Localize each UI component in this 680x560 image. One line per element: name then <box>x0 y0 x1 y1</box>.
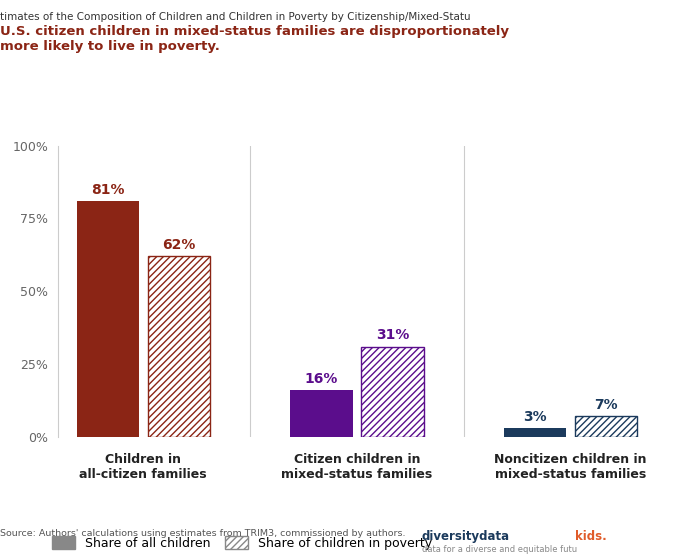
Text: 31%: 31% <box>376 328 409 342</box>
Text: 81%: 81% <box>91 183 124 197</box>
Text: 7%: 7% <box>594 398 618 412</box>
Text: data for a diverse and equitable futu: data for a diverse and equitable futu <box>422 545 577 554</box>
Text: U.S. citizen children in mixed-status families are disproportionately
more likel: U.S. citizen children in mixed-status fa… <box>0 25 509 53</box>
Bar <box>290 390 352 437</box>
Bar <box>76 201 139 437</box>
Text: timates of the Composition of Children and Children in Poverty by Citizenship/Mi: timates of the Composition of Children a… <box>0 12 471 22</box>
Text: 3%: 3% <box>524 410 547 424</box>
Bar <box>575 417 637 437</box>
Bar <box>148 256 210 437</box>
Text: Source: Authors' calculations using estimates from TRIM3, commissioned by author: Source: Authors' calculations using esti… <box>0 529 405 538</box>
Legend: Share of all children, Share of children in poverty: Share of all children, Share of children… <box>52 536 432 550</box>
Bar <box>362 347 424 437</box>
Bar <box>504 428 566 437</box>
Text: diversitydata: diversitydata <box>422 530 510 543</box>
Text: 62%: 62% <box>163 238 196 252</box>
Text: 16%: 16% <box>305 372 338 386</box>
Text: kids.: kids. <box>575 530 607 543</box>
